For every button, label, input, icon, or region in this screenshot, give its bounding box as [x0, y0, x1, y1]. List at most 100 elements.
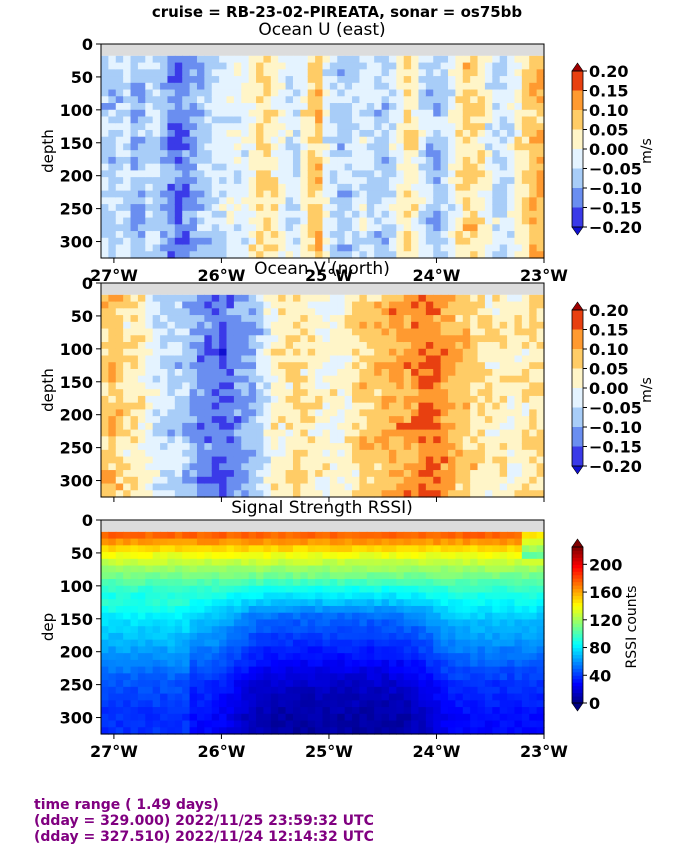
- panel-title: Ocean U (east): [258, 20, 385, 40]
- heatmap-cell: [145, 231, 154, 239]
- heatmap-cell: [307, 251, 316, 259]
- heatmap-cell: [403, 210, 412, 219]
- heatmap-cell: [448, 204, 456, 212]
- heatmap-cell: [381, 395, 390, 404]
- heatmap-cell: [388, 163, 397, 171]
- heatmap-cell: [315, 362, 324, 370]
- heatmap-cell: [241, 572, 250, 580]
- heatmap-cell: [403, 355, 412, 363]
- heatmap-cell: [174, 190, 183, 198]
- heatmap-cell: [514, 436, 523, 444]
- heatmap-cell: [388, 301, 397, 309]
- heatmap-cell: [514, 217, 523, 225]
- heatmap-cell: [499, 342, 508, 350]
- heatmap-cell: [521, 150, 530, 158]
- heatmap-cell: [470, 136, 479, 145]
- heatmap-cell: [219, 619, 228, 627]
- heatmap-cell: [300, 150, 309, 158]
- heatmap-cell: [248, 204, 257, 212]
- heatmap-cell: [374, 335, 383, 343]
- heatmap-cell: [425, 389, 434, 397]
- heatmap-cell: [278, 328, 287, 336]
- heatmap-cell: [189, 224, 198, 232]
- heatmap-cell: [300, 552, 309, 560]
- heatmap-cell: [233, 720, 242, 728]
- heatmap-cell: [374, 76, 383, 84]
- heatmap-cell: [123, 436, 132, 444]
- y-tick-label: 150: [60, 134, 93, 153]
- heatmap-cell: [344, 129, 353, 138]
- heatmap-cell: [241, 375, 250, 384]
- heatmap-cell: [182, 599, 191, 607]
- heatmap-cell: [285, 666, 294, 674]
- heatmap-cell: [381, 382, 390, 390]
- heatmap-cell: [189, 183, 198, 192]
- heatmap-cell: [307, 190, 316, 198]
- heatmap-cell: [344, 362, 353, 370]
- heatmap-cell: [470, 204, 479, 212]
- heatmap-cell: [145, 666, 154, 674]
- heatmap-cell: [411, 210, 420, 219]
- heatmap-cell: [292, 96, 301, 104]
- heatmap-cell: [160, 355, 169, 363]
- heatmap-cell: [529, 69, 538, 77]
- heatmap-cell: [359, 150, 368, 158]
- y-tick-label: 100: [60, 101, 93, 120]
- heatmap-cell: [270, 680, 279, 688]
- heatmap-cell: [278, 183, 287, 192]
- heatmap-cell: [462, 224, 471, 232]
- heatmap-cell: [101, 177, 109, 185]
- heatmap-cell: [182, 653, 191, 661]
- heatmap-cell: [226, 659, 235, 668]
- heatmap-cell: [425, 224, 434, 232]
- heatmap-cell: [344, 727, 353, 735]
- heatmap-cell: [440, 456, 449, 464]
- heatmap-cell: [219, 129, 228, 138]
- heatmap-cell: [315, 382, 324, 390]
- heatmap-cell: [108, 626, 117, 634]
- heatmap-cell: [403, 476, 412, 485]
- heatmap-cell: [233, 416, 242, 424]
- heatmap-cell: [315, 143, 324, 151]
- heatmap-cell: [137, 395, 146, 404]
- heatmap-cell: [130, 619, 139, 627]
- heatmap-cell: [396, 666, 405, 674]
- heatmap-cell: [108, 619, 117, 627]
- heatmap-cell: [256, 639, 265, 647]
- heatmap-cell: [204, 605, 213, 614]
- heatmap-cell: [499, 156, 508, 165]
- heatmap-cell: [196, 449, 205, 458]
- heatmap-cell: [507, 416, 516, 424]
- heatmap-cell: [233, 646, 242, 654]
- heatmap-cell: [536, 382, 545, 390]
- heatmap-cell: [189, 579, 198, 587]
- heatmap-cell: [529, 436, 538, 444]
- heatmap-cell: [211, 693, 220, 701]
- heatmap-cell: [130, 713, 139, 722]
- heatmap-cell: [411, 116, 420, 124]
- heatmap-cell: [300, 55, 309, 64]
- heatmap-cell: [470, 109, 479, 118]
- heatmap-cell: [359, 619, 368, 627]
- heatmap-cell: [300, 632, 309, 641]
- heatmap-cell: [440, 409, 449, 417]
- heatmap-cell: [285, 552, 294, 560]
- heatmap-cell: [160, 449, 169, 458]
- heatmap-cell: [211, 429, 220, 437]
- heatmap-cell: [388, 700, 397, 708]
- heatmap-cell: [322, 456, 331, 464]
- heatmap-cell: [101, 659, 109, 668]
- heatmap-cell: [322, 177, 331, 185]
- heatmap-cell: [300, 545, 309, 553]
- heatmap-cell: [204, 402, 213, 410]
- heatmap-cell: [492, 395, 501, 404]
- heatmap-cell: [418, 443, 427, 451]
- heatmap-cell: [152, 150, 161, 158]
- heatmap-cell: [204, 476, 213, 485]
- heatmap-cell: [160, 558, 169, 567]
- heatmap-cell: [300, 409, 309, 417]
- heatmap-cell: [226, 673, 235, 681]
- heatmap-cell: [204, 237, 213, 246]
- heatmap-cell: [352, 335, 361, 343]
- heatmap-cell: [507, 355, 516, 363]
